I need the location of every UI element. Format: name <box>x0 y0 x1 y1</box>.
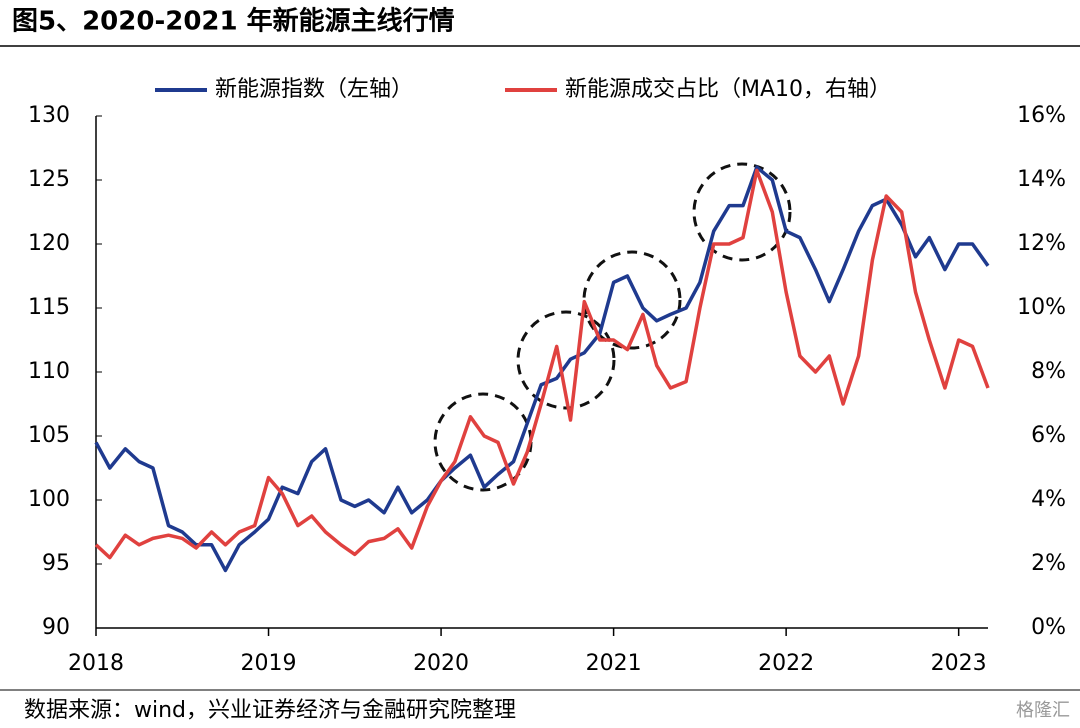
x-tick-label: 2020 <box>413 651 469 676</box>
x-tick-label: 2019 <box>241 651 297 676</box>
y-tick-label: 110 <box>28 359 70 384</box>
x-tick-label: 2023 <box>931 651 987 676</box>
legend-label: 新能源指数（左轴） <box>215 77 413 102</box>
y2-tick-label: 0% <box>1031 615 1066 640</box>
y2-tick-label: 16% <box>1017 103 1066 128</box>
y2-tick-label: 10% <box>1017 295 1066 320</box>
y2-tick-label: 8% <box>1031 359 1066 384</box>
watermark: 格隆汇 <box>1016 700 1070 721</box>
series-line <box>94 168 990 560</box>
y-tick-label: 95 <box>42 551 70 576</box>
series-line <box>94 165 990 573</box>
y-tick-label: 90 <box>42 615 70 640</box>
highlight-circle <box>582 250 682 350</box>
y-tick-label: 130 <box>28 103 70 128</box>
legend-label: 新能源成交占比（MA10，右轴） <box>565 77 891 102</box>
y-tick-label: 120 <box>28 231 70 256</box>
highlight-circle <box>692 162 792 262</box>
source-note: 数据来源：wind，兴业证券经济与金融研究院整理 <box>24 698 516 723</box>
y-tick-label: 105 <box>28 423 70 448</box>
y-tick-label: 115 <box>28 295 70 320</box>
chart-title: 图5、2020-2021 年新能源主线行情 <box>12 6 455 37</box>
y2-tick-label: 2% <box>1031 551 1066 576</box>
x-tick-label: 2021 <box>586 651 642 676</box>
y-tick-label: 100 <box>28 487 70 512</box>
y2-tick-label: 12% <box>1017 231 1066 256</box>
highlight-circles <box>433 162 792 492</box>
y2-tick-label: 6% <box>1031 423 1066 448</box>
y2-tick-label: 4% <box>1031 487 1066 512</box>
highlight-circle <box>516 310 616 410</box>
y2-tick-label: 14% <box>1017 167 1066 192</box>
x-tick-label: 2018 <box>68 651 124 676</box>
y-tick-label: 125 <box>28 167 70 192</box>
x-tick-label: 2022 <box>758 651 814 676</box>
